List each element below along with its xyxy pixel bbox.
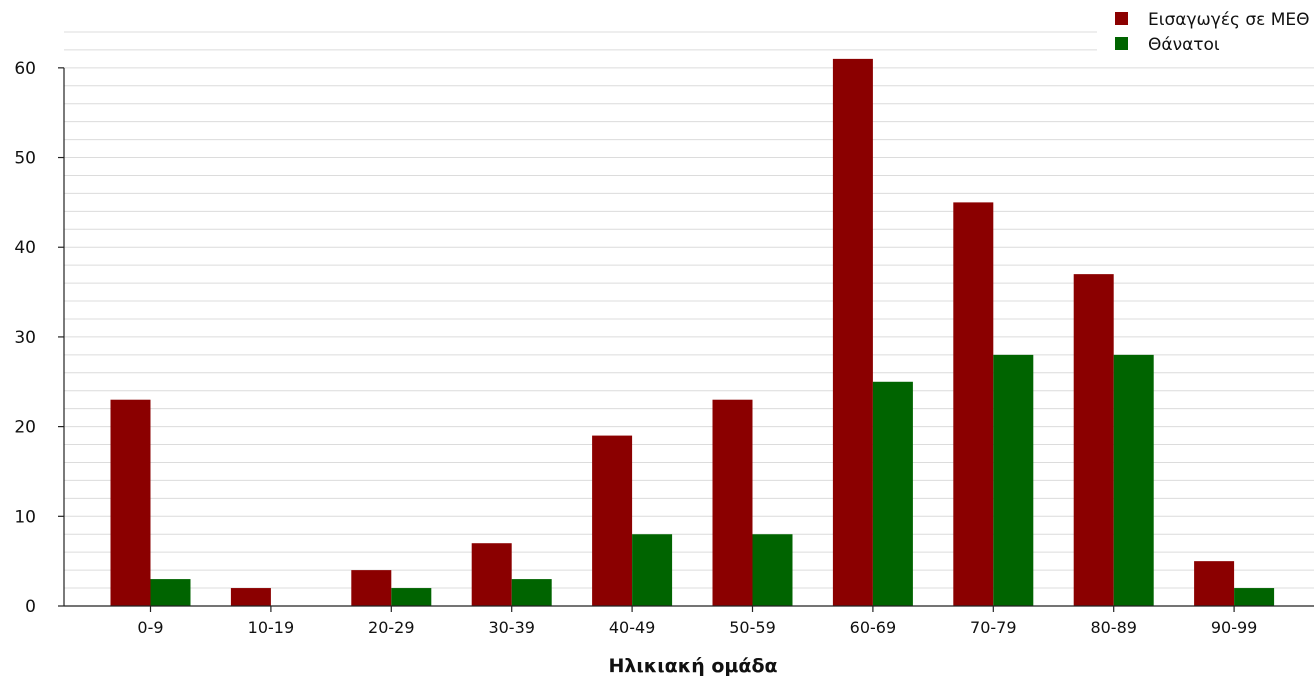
x-axis-label: Ηλικιακή ομάδα (608, 655, 777, 677)
bar-icu-50-59 (712, 399, 753, 606)
bar-deaths-60-69 (872, 381, 913, 606)
bar-icu-40-49 (592, 435, 633, 606)
y-tick-labels: 0 10 20 30 40 50 60 (14, 59, 64, 617)
bar-deaths-30-39 (511, 579, 552, 606)
x-tick-label: 90-99 (1211, 618, 1258, 637)
x-tick-label: 10-19 (248, 618, 295, 637)
y-tick-label: 30 (14, 328, 36, 348)
x-tick-label: 0-9 (137, 618, 163, 637)
bar-icu-10-19 (230, 588, 271, 606)
bar-icu-30-39 (471, 543, 512, 606)
legend-background (1097, 0, 1314, 64)
x-tick-label: 30-39 (488, 618, 535, 637)
legend: Εισαγωγές σε ΜΕΘ Θάνατοι (1097, 0, 1314, 64)
bar-deaths-80-89 (1113, 354, 1154, 606)
y-tick-label: 0 (25, 597, 36, 617)
legend-swatch-deaths (1115, 37, 1128, 50)
legend-swatch-icu (1115, 12, 1128, 25)
y-tick-label: 20 (14, 418, 36, 438)
x-tick-label: 60-69 (850, 618, 897, 637)
bar-deaths-0-9 (150, 579, 191, 606)
bar-deaths-90-99 (1234, 588, 1275, 606)
x-tick-label: 70-79 (970, 618, 1017, 637)
bar-icu-90-99 (1194, 561, 1235, 606)
x-tick-labels: 0-9 10-19 20-29 30-39 40-49 50-59 60-69 70-79 80… (137, 606, 1257, 637)
x-tick-label: 80-89 (1090, 618, 1137, 637)
bar-icu-0-9 (110, 399, 151, 606)
bar-icu-70-79 (953, 202, 994, 606)
bar-deaths-70-79 (993, 354, 1034, 606)
x-tick-label: 20-29 (368, 618, 415, 637)
bar-deaths-20-29 (391, 588, 432, 606)
legend-label-deaths: Θάνατοι (1148, 35, 1220, 55)
bar-icu-20-29 (351, 570, 392, 606)
legend-label-icu: Εισαγωγές σε ΜΕΘ (1148, 10, 1310, 30)
bar-deaths-50-59 (752, 534, 793, 606)
bar-icu-60-69 (832, 58, 873, 606)
x-tick-label: 50-59 (729, 618, 776, 637)
y-tick-label: 10 (14, 507, 36, 527)
y-tick-label: 60 (14, 59, 36, 79)
bar-icu-80-89 (1073, 274, 1114, 606)
x-tick-label: 40-49 (609, 618, 656, 637)
bars (110, 58, 1275, 606)
bar-deaths-40-49 (632, 534, 673, 606)
y-tick-label: 40 (14, 238, 36, 258)
y-tick-label: 50 (14, 149, 36, 169)
